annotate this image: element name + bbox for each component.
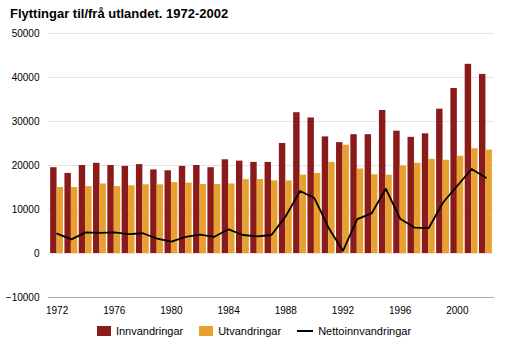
html-text:Innvandringar: Innvandringar — [115, 325, 184, 337]
svg-text:50000: 50000 — [12, 28, 40, 39]
svg-text:1996: 1996 — [389, 305, 412, 316]
html-text:Utvandringar: Utvandringar — [218, 325, 282, 337]
svg-text:1992: 1992 — [332, 305, 355, 316]
svg-text:1984: 1984 — [217, 305, 240, 316]
svg-text:0: 0 — [34, 248, 40, 259]
svg-text:2000: 2000 — [446, 305, 469, 316]
svg-text:30000: 30000 — [12, 116, 40, 127]
svg-text:20000: 20000 — [12, 160, 40, 171]
html-text:Nettoinnvandringar: Nettoinnvandringar — [318, 325, 412, 337]
svg-text:1988: 1988 — [275, 305, 298, 316]
svg-text:−10000: −10000 — [6, 292, 40, 303]
svg-text:1976: 1976 — [103, 305, 126, 316]
svg-text:1972: 1972 — [46, 305, 69, 316]
html-text:Flyttingar til/frå utlandet. 1: Flyttingar til/frå utlandet. 1972-2002 — [10, 6, 229, 21]
svg-text:10000: 10000 — [12, 204, 40, 215]
svg-text:40000: 40000 — [12, 72, 40, 83]
svg-text:1980: 1980 — [160, 305, 183, 316]
